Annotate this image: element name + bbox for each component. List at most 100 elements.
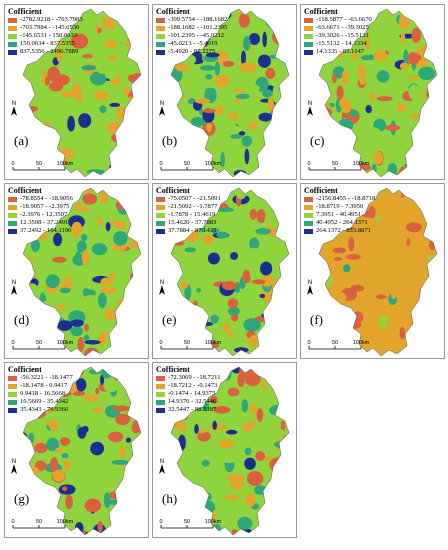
coefficient-patch xyxy=(339,271,354,286)
coefficient-patch xyxy=(262,31,267,48)
legend-swatch xyxy=(156,49,165,55)
coefficient-patch xyxy=(255,228,271,235)
legend-item: 32.5447 - 88.9187 xyxy=(156,406,221,414)
coefficient-patch xyxy=(228,256,242,270)
map-legend: Cofficient -399.5754 - -188.1682 -188.1682… xyxy=(156,7,227,56)
coefficient-patch xyxy=(376,70,390,83)
coefficient-patch xyxy=(221,281,237,291)
coefficient-patch xyxy=(269,54,279,59)
coefficient-patch xyxy=(87,218,100,232)
coefficient-patch xyxy=(200,65,216,71)
coefficient-patch xyxy=(72,390,86,396)
coefficient-patch xyxy=(94,90,109,101)
coefficient-patch xyxy=(264,382,270,388)
coefficient-patch xyxy=(406,222,422,233)
coefficient-patch xyxy=(122,317,136,329)
map-legend: Cofficient -2156.8455 - -18.8718 -18.8719 … xyxy=(304,186,375,235)
legend-title: Cofficient xyxy=(156,365,190,374)
coefficient-patch xyxy=(201,459,210,467)
scale-bar: 0 50 100km xyxy=(159,519,222,529)
coefficient-patch xyxy=(83,334,90,342)
coefficient-patch xyxy=(274,128,279,143)
legend-range-label: -101.2395 - -45.0212 xyxy=(168,32,225,39)
legend-range-label: -145.6531 - 150.0633 xyxy=(20,32,78,39)
coefficient-patch xyxy=(426,96,433,109)
legend-title: Cofficient xyxy=(8,7,42,16)
coefficient-patch xyxy=(198,429,206,434)
map-panel: Cofficient -118.5877 - -63.6670 -63.6671 -… xyxy=(300,4,445,180)
coefficient-patch xyxy=(431,123,437,128)
coefficient-patch xyxy=(342,324,348,337)
region-base-fill xyxy=(23,9,141,177)
coefficient-patch xyxy=(73,404,78,419)
coefficient-patch xyxy=(249,237,260,250)
legend-item: -18.7212 - -0.1473 xyxy=(156,382,221,390)
coefficient-patch xyxy=(77,337,85,352)
coefficient-patch xyxy=(241,50,246,66)
coefficient-patch xyxy=(248,33,260,45)
legend-range-label: -18.1478 - 0.9417 xyxy=(20,382,68,389)
north-label: N xyxy=(160,101,164,107)
coefficient-patch xyxy=(64,458,71,472)
coefficient-patch xyxy=(95,423,113,433)
legend-range-label: -2782.9218 - -703.7983 xyxy=(20,16,83,23)
coefficient-patch xyxy=(241,84,260,93)
scale-label: 50 xyxy=(36,161,42,167)
coefficient-patch xyxy=(134,155,141,172)
coefficient-patch xyxy=(227,112,239,120)
coefficient-patch xyxy=(209,424,227,431)
coefficient-patch xyxy=(266,386,277,402)
coefficient-patch xyxy=(241,399,249,413)
coefficient-patch xyxy=(284,228,289,241)
coefficient-patch xyxy=(132,419,141,428)
coefficient-patch xyxy=(421,292,434,303)
coefficient-patch xyxy=(255,451,266,462)
coefficient-patch xyxy=(23,439,30,455)
coefficient-patch xyxy=(207,252,220,265)
coefficient-patch xyxy=(65,494,73,510)
scale-label: 0 xyxy=(307,161,310,167)
coefficient-patch xyxy=(205,74,213,80)
legend-range-label: -0.1474 - 14.9375 xyxy=(168,390,216,397)
legend-item: 40.4952 - 264.1371 xyxy=(304,219,375,227)
region-outline xyxy=(22,8,142,178)
legend-item: 0.9418 - 16.5668 xyxy=(8,390,73,398)
coefficient-patch xyxy=(238,13,250,28)
north-label: N xyxy=(12,459,16,465)
coefficient-patch xyxy=(23,353,27,356)
panel-letter: (b) xyxy=(162,133,178,148)
coefficient-patch xyxy=(210,395,219,404)
coefficient-patch xyxy=(366,83,383,95)
map-panel: Cofficient -56.3221 - -18.1477 -18.1478 - … xyxy=(4,362,149,538)
coefficient-patch xyxy=(129,271,141,283)
coefficient-patch xyxy=(245,493,256,507)
coefficient-patch xyxy=(185,325,192,331)
coefficient-patch xyxy=(119,158,137,166)
coefficient-patch xyxy=(399,62,410,70)
legend-item: 37.7884 - 87.1433 xyxy=(156,227,221,235)
region-outline xyxy=(170,8,290,178)
coefficient-patch xyxy=(104,39,117,49)
legend-range-label: -399.5754 - -188.1682 xyxy=(168,16,228,23)
scale-label: 0 xyxy=(11,161,14,167)
coefficient-patch xyxy=(108,431,124,443)
legend-range-label: -18.7212 - -0.1473 xyxy=(168,382,218,389)
legend-range-label: 14.1335 - 85.1147 xyxy=(316,48,365,55)
coefficient-patch xyxy=(400,31,406,44)
legend-title: Cofficient xyxy=(156,7,190,16)
coefficient-patch xyxy=(265,13,278,28)
north-arrow-icon: N xyxy=(159,280,165,295)
coefficient-patch xyxy=(111,133,126,143)
coefficient-patch xyxy=(210,314,219,324)
coefficient-patch xyxy=(341,70,349,86)
coefficient-patch xyxy=(262,89,273,98)
coefficient-patch xyxy=(80,206,90,212)
coefficient-patch xyxy=(396,103,406,113)
legend-range-label: -78.8554 - -18.9056 xyxy=(20,195,73,202)
coefficient-patch xyxy=(275,510,287,526)
coefficient-patch xyxy=(128,13,139,29)
coefficient-patch xyxy=(128,169,141,176)
legend-range-label: 15.4620 - 37.7883 xyxy=(168,219,217,226)
region-outline xyxy=(22,187,142,357)
coefficient-patch xyxy=(194,98,210,104)
